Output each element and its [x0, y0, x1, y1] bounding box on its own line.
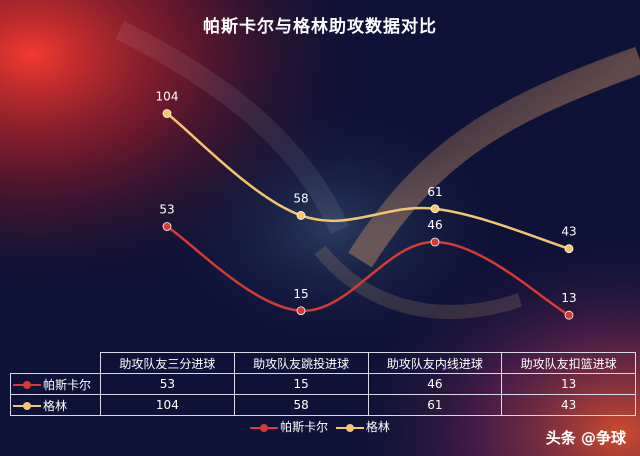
data-label: 58	[293, 191, 308, 205]
series-key-icon	[13, 401, 41, 411]
data-point[interactable]	[162, 222, 172, 231]
series-line	[166, 225, 570, 317]
data-point[interactable]	[564, 244, 574, 254]
data-table-cell: 46	[367, 373, 503, 395]
data-label: 43	[561, 225, 576, 239]
data-table-cell: 13	[501, 373, 636, 395]
series-name: 格林	[43, 398, 68, 413]
data-table-cell: 53	[100, 373, 235, 395]
data-table-row: 格林 104 58 61 43	[10, 394, 636, 416]
data-table-cell: 15	[233, 373, 369, 395]
chart-title: 帕斯卡尔与格林助攻数据对比	[203, 17, 437, 37]
data-point[interactable]	[162, 109, 172, 118]
data-label: 13	[561, 291, 576, 305]
data-table-cell: 58	[233, 394, 369, 416]
data-label: 46	[427, 218, 442, 232]
data-label: 61	[427, 185, 442, 199]
series-group: 104 58 61 43	[156, 89, 577, 254]
series-group: 53 15 46 13	[159, 203, 577, 320]
data-label: 104	[156, 89, 179, 103]
series-name: 帕斯卡尔	[43, 377, 92, 392]
data-point[interactable]	[564, 310, 574, 320]
data-table-cell: 43	[501, 394, 636, 416]
data-table-row-header: 帕斯卡尔	[10, 373, 101, 395]
legend-item[interactable]: 帕斯卡尔	[250, 418, 328, 435]
series-key-icon	[13, 380, 41, 390]
data-table-column-header: 助攻队友内线进球	[367, 352, 503, 374]
data-table-corner	[10, 352, 101, 374]
data-table-column-header: 助攻队友跳投进球	[233, 352, 369, 374]
legend-marker-icon	[335, 423, 364, 433]
data-table-cell: 104	[100, 394, 235, 416]
data-table: 助攻队友三分进球 助攻队友跳投进球 助攻队友内线进球 助攻队友扣篮进球 帕斯卡尔…	[10, 352, 636, 416]
data-point[interactable]	[430, 204, 440, 214]
data-label: 15	[293, 287, 308, 301]
chart-legend: 帕斯卡尔 格林	[0, 418, 640, 435]
data-point[interactable]	[296, 306, 306, 316]
legend-label: 格林	[365, 420, 390, 434]
data-table-column-header: 助攻队友扣篮进球	[501, 352, 636, 374]
watermark: 头条 @争球	[545, 429, 626, 447]
data-table-row-header: 格林	[10, 394, 101, 416]
data-table-header-row: 助攻队友三分进球 助攻队友跳投进球 助攻队友内线进球 助攻队友扣篮进球	[10, 352, 636, 374]
data-point[interactable]	[296, 211, 306, 220]
data-table-row: 帕斯卡尔 53 15 46 13	[10, 373, 636, 395]
series-line	[166, 112, 570, 250]
data-point[interactable]	[430, 237, 440, 247]
legend-label: 帕斯卡尔	[280, 420, 329, 434]
data-table-column-header: 助攻队友三分进球	[100, 352, 235, 374]
legend-marker-icon	[250, 423, 279, 433]
legend-item[interactable]: 格林	[335, 418, 390, 435]
data-label: 53	[159, 203, 174, 217]
data-table-cell: 61	[367, 394, 503, 416]
